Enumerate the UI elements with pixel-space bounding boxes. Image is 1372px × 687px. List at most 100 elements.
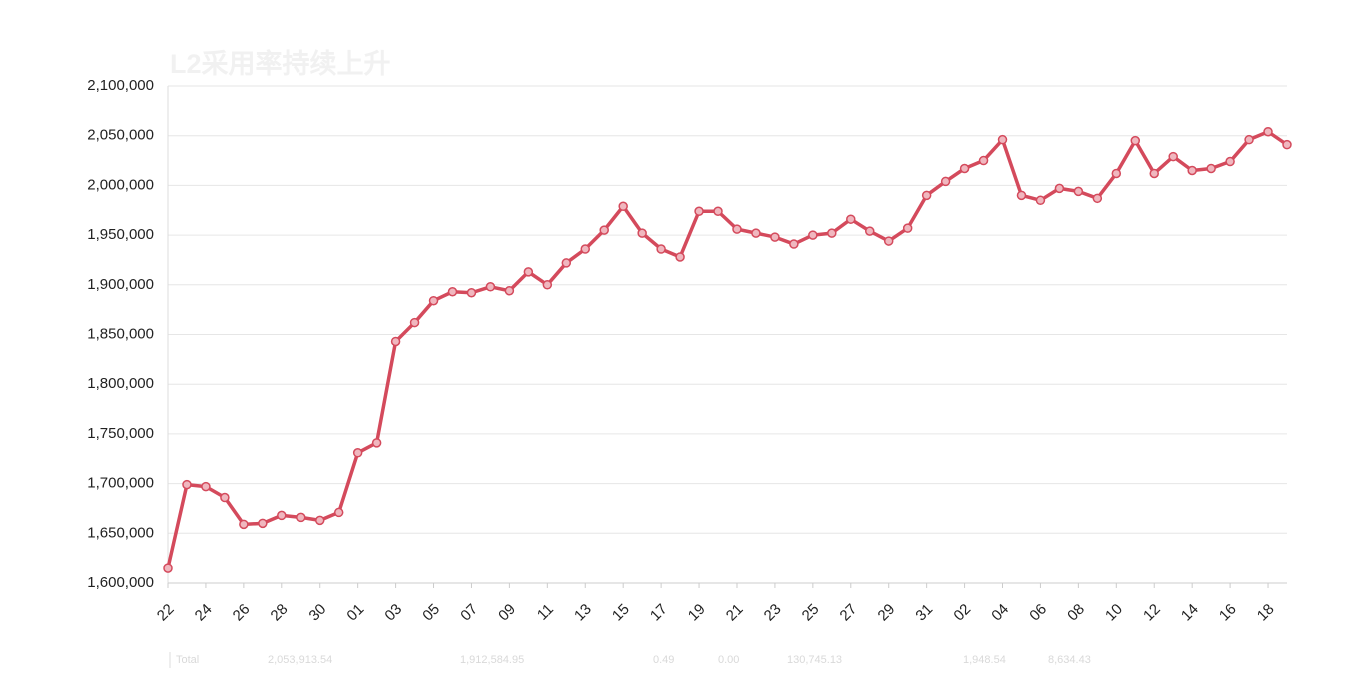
footer-text: 2,053,913.54: [268, 654, 332, 666]
x-tick-label: 19: [685, 601, 709, 625]
x-tick-label: 11: [534, 601, 557, 624]
point: [1054, 183, 1065, 194]
point: [1282, 139, 1292, 150]
x-tick-label: 14: [1178, 601, 1202, 625]
point: [694, 206, 704, 216]
point: [409, 317, 420, 328]
point: [1206, 163, 1216, 174]
point: [827, 228, 837, 238]
x-tick-label: 03: [381, 601, 405, 625]
x-tick-label: 31: [912, 601, 936, 625]
point: [1111, 168, 1122, 179]
point: [201, 481, 211, 492]
x-tick-label: 10: [1102, 601, 1126, 625]
point: [466, 288, 477, 298]
x-tick-label: 01: [343, 601, 367, 625]
point: [352, 448, 363, 458]
footer-text: 8,634.43: [1048, 654, 1091, 666]
line: [166, 129, 1288, 569]
point: [296, 512, 306, 523]
y-tick-label: 1,900,000: [87, 276, 154, 293]
point: [921, 190, 932, 201]
x-tick-label: 12: [1140, 601, 1164, 625]
point: [258, 518, 268, 529]
point: [599, 225, 609, 235]
point: [1244, 134, 1254, 145]
y-tick-label: 2,050,000: [87, 127, 154, 144]
x-tick-label: 04: [988, 601, 1012, 625]
x-tick-label: 22: [154, 601, 178, 625]
x-tick-label: 17: [647, 601, 671, 625]
point: [314, 515, 325, 526]
point: [1092, 193, 1103, 204]
point: [333, 507, 344, 518]
y-tick-label: 1,850,000: [87, 325, 154, 342]
point: [239, 519, 249, 530]
x-tick-label: 29: [875, 601, 899, 625]
point: [959, 163, 970, 174]
point: [1130, 135, 1141, 146]
x-tick-label: 05: [419, 601, 443, 625]
x-tick-label: 24: [192, 601, 216, 625]
point: [789, 239, 799, 249]
point: [656, 244, 666, 254]
point: [1073, 186, 1084, 197]
point: [997, 134, 1008, 145]
x-tick-label: 27: [837, 601, 861, 625]
x-tick-label: 25: [799, 601, 823, 625]
point: [770, 232, 780, 242]
point: [1187, 165, 1197, 176]
x-tick-label: 23: [761, 601, 785, 625]
x-tick-label: 15: [609, 601, 633, 625]
point: [808, 230, 818, 240]
point: [561, 258, 572, 268]
point: [447, 287, 458, 297]
point: [732, 224, 742, 234]
point: [1149, 168, 1159, 179]
point: [504, 286, 515, 296]
point: [220, 492, 230, 503]
point: [883, 236, 894, 246]
point: [751, 228, 761, 238]
point: [485, 282, 496, 292]
y-tick-label: 1,600,000: [87, 574, 154, 591]
footer-text: 1,948.54: [963, 654, 1006, 666]
x-tick-label: 06: [1026, 601, 1050, 625]
footer-text: Total: [176, 654, 199, 666]
x-tick-label: 13: [571, 601, 595, 625]
y-tick-label: 1,650,000: [87, 524, 154, 541]
point: [390, 336, 401, 347]
x-tick-label: 09: [495, 601, 519, 625]
y-tick-label: 1,700,000: [87, 475, 154, 492]
x-tick-label: 18: [1254, 601, 1278, 625]
x-tick-label: 07: [457, 601, 481, 625]
point: [940, 176, 951, 187]
point: [371, 438, 382, 448]
point: [580, 244, 591, 254]
point: [713, 206, 723, 216]
x-tick-label: 16: [1216, 601, 1240, 625]
footer-text: 1,912,584.95: [460, 654, 524, 666]
point: [182, 479, 192, 490]
chart-title: L2采用率持续上升: [170, 48, 391, 79]
point: [637, 228, 647, 238]
x-tick-label: 28: [268, 601, 292, 625]
footer-text: 0.00: [718, 654, 739, 666]
x-tick-label: 26: [230, 601, 254, 625]
y-tick-label: 1,800,000: [87, 375, 154, 392]
x-tick-label: 08: [1064, 601, 1088, 625]
point: [675, 252, 685, 262]
point: [523, 267, 534, 277]
point: [1016, 190, 1027, 201]
point: [428, 295, 439, 306]
y-tick-label: 1,750,000: [87, 425, 154, 442]
footer-text: 0.49: [653, 654, 674, 666]
point: [277, 510, 287, 521]
point: [864, 226, 875, 236]
point: [618, 201, 628, 212]
x-tick-label: 02: [950, 601, 974, 625]
point: [846, 214, 856, 224]
x-tick-label: 21: [723, 601, 747, 625]
point: [1168, 151, 1178, 162]
